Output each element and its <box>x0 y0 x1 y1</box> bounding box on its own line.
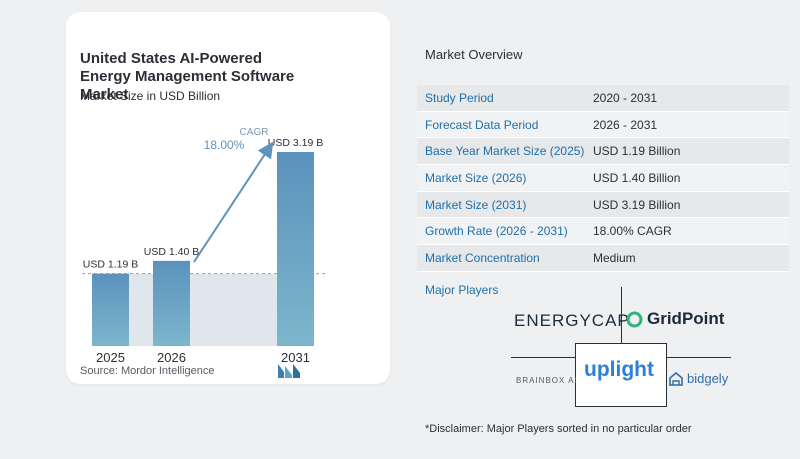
chart-card: USD 1.19 B 2025 USD 1.40 B 2026 USD 3.19 B 20… <box>66 12 390 384</box>
brainbox-logo-text: BRAINBOX AI <box>516 376 578 385</box>
bidgely-logo-text: bidgely <box>687 371 729 386</box>
overview-title: Market Overview <box>425 47 523 62</box>
chart-subtitle: Market Size in USD Billion <box>80 89 221 103</box>
overview-row: Growth Rate (2026 - 2031) 18.00% CAGR <box>417 218 789 246</box>
x-tick-label: 2031 <box>281 350 310 365</box>
bar-data-label: USD 3.19 B <box>268 137 323 149</box>
uplight-logo-text: uplight <box>584 358 654 381</box>
overview-row-value: 2020 - 2031 <box>593 90 658 105</box>
source-text: Source: Mordor Intelligence <box>80 365 215 377</box>
overview-row: Base Year Market Size (2025) USD 1.19 Bil… <box>417 138 789 166</box>
overview-row-value: Medium <box>593 250 636 265</box>
cagr-label: CAGR <box>240 127 269 138</box>
overview-row-label: Market Size (2026) <box>425 170 527 185</box>
bidgely-house-icon <box>669 371 683 386</box>
uplight-logo: uplight <box>584 358 654 382</box>
brainbox-logo: BRAINBOX AI <box>516 376 578 385</box>
overview-row-label: Market Concentration <box>425 250 540 265</box>
overview-row: Market Size (2031) USD 3.19 Billion <box>417 191 789 219</box>
overview-row-label: Growth Rate (2026 - 2031) <box>425 224 568 239</box>
mordor-logo-icon <box>278 364 300 378</box>
overview-row-label: Forecast Data Period <box>425 117 539 132</box>
cagr-value: 18.00% <box>204 138 245 152</box>
bar-data-label: USD 1.19 B <box>83 259 138 271</box>
overview-row: Market Size (2026) USD 1.40 Billion <box>417 165 789 192</box>
x-tick-label: 2025 <box>96 350 125 365</box>
bar-2025 <box>92 273 129 346</box>
gridpoint-ring-icon <box>626 311 643 327</box>
overview-row-value: USD 1.40 Billion <box>593 170 681 185</box>
gridpoint-logo: GridPoint <box>626 309 724 329</box>
overview-row: Study Period 2020 - 2031 <box>417 85 789 112</box>
overview-row-value: 18.00% CAGR <box>593 224 672 239</box>
chart-title: United States AI-Powered Energy Manageme… <box>80 50 295 103</box>
energycap-logo-text: ENERGYCAP <box>514 311 630 330</box>
players-highlight-box <box>575 343 667 407</box>
overview-table: Study Period 2020 - 2031 Forecast Data Per… <box>417 85 789 272</box>
energycap-logo: ENERGYCAP <box>514 311 630 331</box>
overview-row-value: USD 3.19 Billion <box>593 197 681 212</box>
bar-2026 <box>153 260 190 346</box>
disclaimer-text: *Disclaimer: Major Players sorted in no … <box>425 423 692 435</box>
bar-chart: USD 1.19 B 2025 USD 1.40 B 2026 USD 3.19 B 20… <box>82 127 328 365</box>
overview-row: Market Concentration Medium <box>417 245 789 272</box>
overview-row: Forecast Data Period 2026 - 2031 <box>417 111 789 139</box>
overview-row-value: 2026 - 2031 <box>593 117 658 132</box>
overview-row-label: Base Year Market Size (2025) <box>425 144 585 159</box>
players-title: Major Players <box>425 283 499 297</box>
cagr-arrow <box>193 141 274 263</box>
overview-row-label: Study Period <box>425 90 494 105</box>
overview-row-value: USD 1.19 Billion <box>593 144 681 159</box>
bar-data-label: USD 1.40 B <box>144 246 199 258</box>
x-tick-label: 2026 <box>157 350 186 365</box>
overview-row-label: Market Size (2031) <box>425 197 527 212</box>
gridpoint-logo-text: GridPoint <box>647 309 725 328</box>
bar-2031 <box>277 152 314 346</box>
bidgely-logo: bidgely <box>668 371 728 386</box>
